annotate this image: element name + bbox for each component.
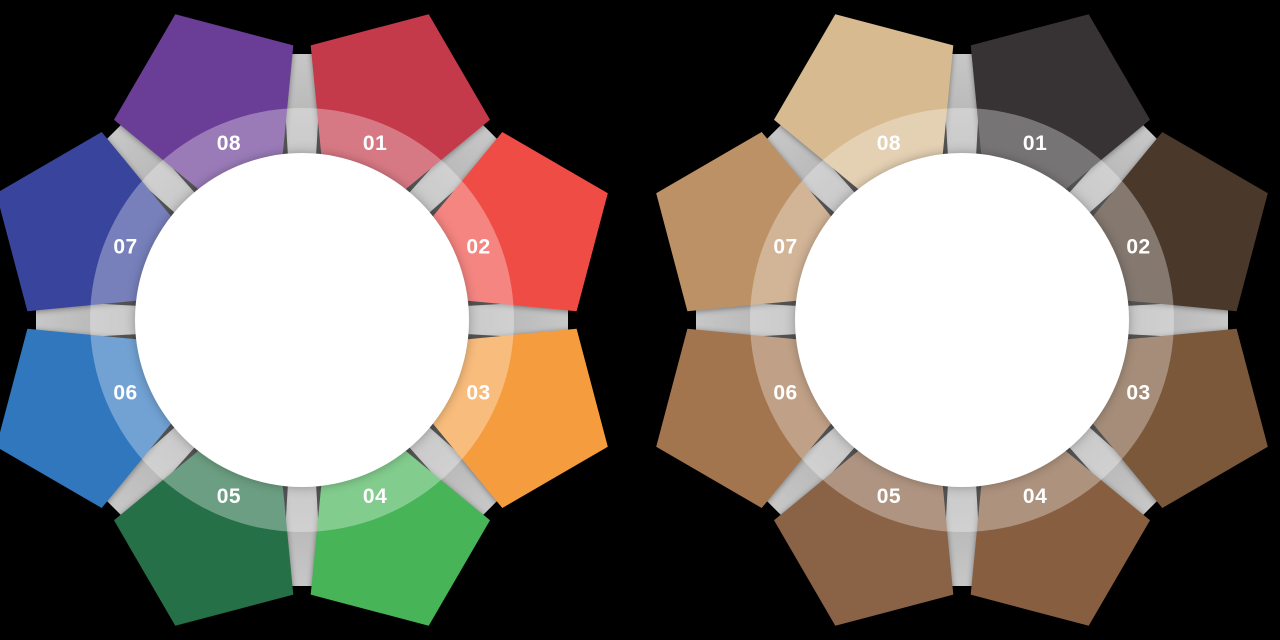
- segments: [0, 14, 608, 626]
- segment-pentagon-06: [0, 328, 179, 508]
- connector: [396, 414, 505, 523]
- segment-pentagon-08: [774, 14, 954, 197]
- segment-label-03: 03: [466, 382, 490, 405]
- segment-label-01: 01: [363, 132, 387, 155]
- segment-pentagon-02: [1085, 132, 1268, 312]
- segment-label-08: 08: [877, 132, 901, 155]
- connector: [282, 54, 322, 174]
- segment-pentagon-04: [970, 443, 1150, 626]
- connector: [759, 414, 868, 523]
- connector: [1056, 414, 1165, 523]
- segment-pentagon-05: [774, 443, 954, 626]
- connector: [448, 300, 568, 340]
- connectors: [696, 54, 1228, 586]
- connector: [759, 117, 868, 226]
- segment-label-04: 04: [363, 485, 387, 508]
- connector: [99, 414, 208, 523]
- center-circle: [795, 153, 1129, 487]
- connector: [1108, 300, 1228, 340]
- segment-pentagon-07: [0, 132, 179, 312]
- segment-label-06: 06: [773, 382, 797, 405]
- segment-label-01: 01: [1023, 132, 1047, 155]
- connector: [942, 54, 982, 174]
- segment-pentagon-03: [425, 328, 608, 508]
- segment-pentagon-05: [114, 443, 294, 626]
- segment-pentagon-01: [310, 14, 490, 197]
- segment-pentagon-07: [656, 132, 839, 312]
- connector: [942, 466, 982, 586]
- segment-label-06: 06: [113, 382, 137, 405]
- segment-label-02: 02: [466, 235, 490, 258]
- segment-label-05: 05: [217, 485, 241, 508]
- segment-label-05: 05: [877, 485, 901, 508]
- segment-pentagon-02: [425, 132, 608, 312]
- segment-label-03: 03: [1126, 382, 1150, 405]
- connectors: [36, 54, 568, 586]
- segment-pentagon-03: [1085, 328, 1268, 508]
- segment-label-04: 04: [1023, 485, 1047, 508]
- segment-label-02: 02: [1126, 235, 1150, 258]
- segment-label-08: 08: [217, 132, 241, 155]
- connector: [1056, 117, 1165, 226]
- segment-labels: 01 02 03 04 05 06 07 08: [773, 132, 1150, 508]
- sepia-wheel-svg: 01 02 03 04 05 06 07 08: [656, 14, 1268, 626]
- connector: [99, 117, 208, 226]
- center-circle: [135, 153, 469, 487]
- segment-pentagon-06: [656, 328, 839, 508]
- connector: [36, 300, 156, 340]
- segment-pentagon-08: [114, 14, 294, 197]
- color-wheel-svg: 01 02 03 04 05 06 07 08: [0, 14, 608, 626]
- diagram-sepia-wheel: 01 02 03 04 05 06 07 08: [640, 0, 1280, 640]
- segment-pentagon-01: [970, 14, 1150, 197]
- segment-pentagon-04: [310, 443, 490, 626]
- segments: [656, 14, 1268, 626]
- connector: [696, 300, 816, 340]
- segment-label-07: 07: [773, 235, 797, 258]
- connector: [396, 117, 505, 226]
- diagram-color-wheel: 01 02 03 04 05 06 07 08: [0, 14, 608, 626]
- segment-label-07: 07: [113, 235, 137, 258]
- connector: [282, 466, 322, 586]
- segment-labels: 01 02 03 04 05 06 07 08: [113, 132, 490, 508]
